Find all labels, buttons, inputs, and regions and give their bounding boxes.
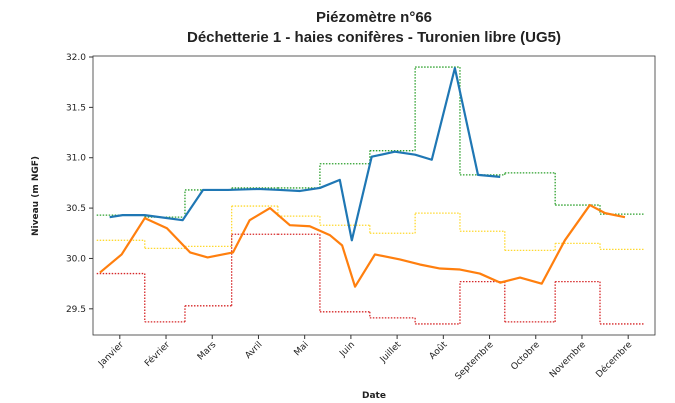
data-line xyxy=(99,203,626,288)
chart-title: Piézomètre n°66 xyxy=(316,9,432,26)
x-tick-label: Juin xyxy=(338,340,358,360)
data-line xyxy=(109,66,501,242)
x-tick-label: Août xyxy=(428,340,450,362)
y-tick-label: 29.5 xyxy=(66,305,86,315)
x-axis-label: Date xyxy=(362,391,386,401)
x-tick-label: Janvier xyxy=(96,340,126,370)
plot-frame xyxy=(92,55,656,336)
y-tick-label: 32.0 xyxy=(66,53,86,63)
x-tick-label: Mai xyxy=(293,340,311,358)
y-tick-label: 30.5 xyxy=(66,204,86,214)
x-tick-label: Novembre xyxy=(548,340,588,380)
x-tick-label: Septembre xyxy=(454,340,496,382)
y-tick-label: 31.0 xyxy=(66,154,86,164)
y-tick-label: 31.5 xyxy=(66,103,86,113)
x-tick-label: Mars xyxy=(196,340,219,363)
y-axis-label: Niveau (m NGF) xyxy=(31,156,41,236)
y-tick-label: 30.0 xyxy=(66,254,86,264)
x-tick-label: Février xyxy=(142,339,172,369)
x-tick-label: Décembre xyxy=(594,339,635,380)
x-tick-label: Octobre xyxy=(509,340,542,373)
x-tick-label: Juillet xyxy=(378,340,404,366)
x-tick-label: Avril xyxy=(244,340,265,361)
chart-subtitle: Déchetterie 1 - haies conifères - Turoni… xyxy=(187,29,561,46)
